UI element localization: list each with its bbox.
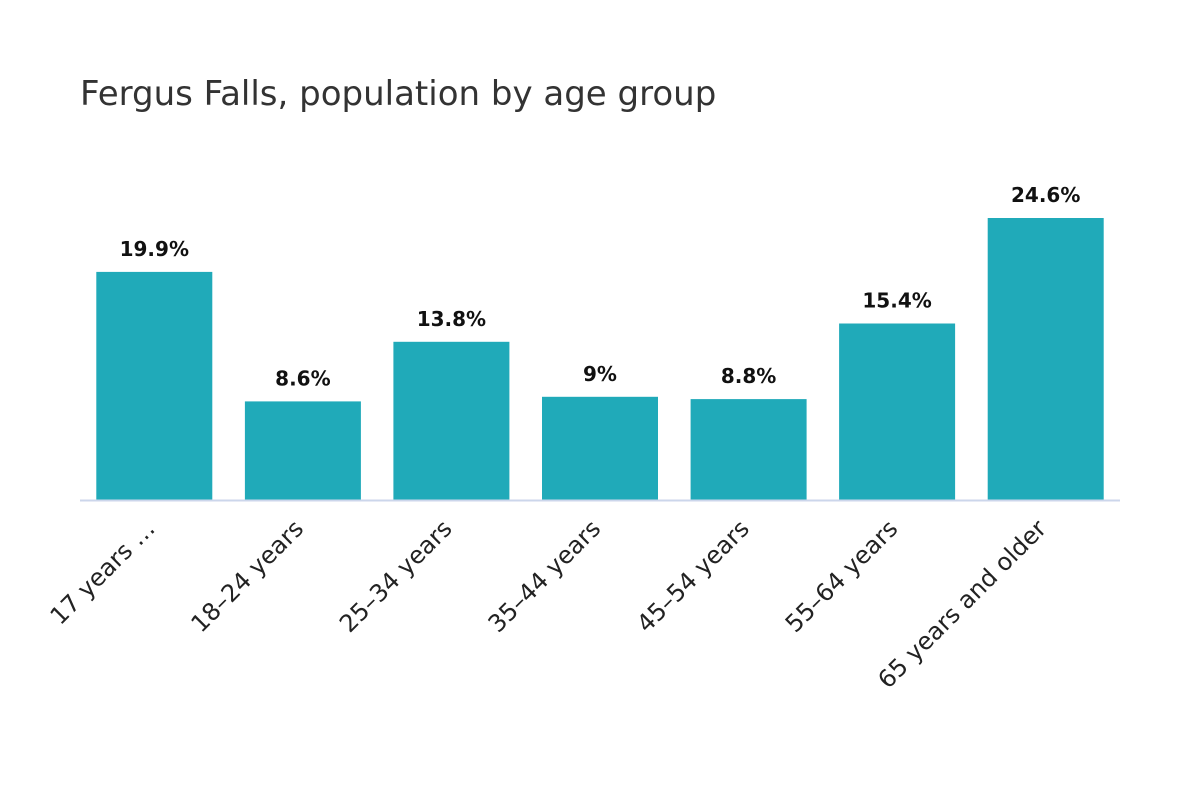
x-tick-label: 65 years and older xyxy=(872,514,1052,694)
x-tick-label: 18–24 years xyxy=(186,514,310,638)
data-label: 15.4% xyxy=(862,289,931,313)
data-label: 9% xyxy=(583,362,617,386)
data-label: 24.6% xyxy=(1011,183,1080,207)
bar xyxy=(987,218,1104,500)
bar xyxy=(244,401,361,500)
chart-title: Fergus Falls, population by age group xyxy=(80,74,717,114)
x-tick-label: 17 years … xyxy=(45,514,161,630)
x-tick-label: 25–34 years xyxy=(334,514,458,638)
x-tick-label: 45–54 years xyxy=(631,514,755,638)
bar xyxy=(96,271,213,500)
bar xyxy=(839,323,956,500)
x-tick-label: 35–44 years xyxy=(483,514,607,638)
bar xyxy=(690,399,807,500)
data-label: 8.8% xyxy=(721,364,776,388)
data-label: 13.8% xyxy=(417,307,486,331)
data-labels-group: 19.9% 8.6% 13.8% 9% 8.8% 15.4% 24.6% xyxy=(120,183,1081,390)
x-tick-labels-group: 17 years … 18–24 years 25–34 years 35–44 ye… xyxy=(45,514,1052,694)
data-label: 8.6% xyxy=(275,366,330,390)
x-tick-label: 55–64 years xyxy=(780,514,904,638)
bar xyxy=(542,396,658,500)
data-label: 19.9% xyxy=(120,237,189,261)
bar xyxy=(393,341,510,500)
bars-group xyxy=(96,218,1104,500)
